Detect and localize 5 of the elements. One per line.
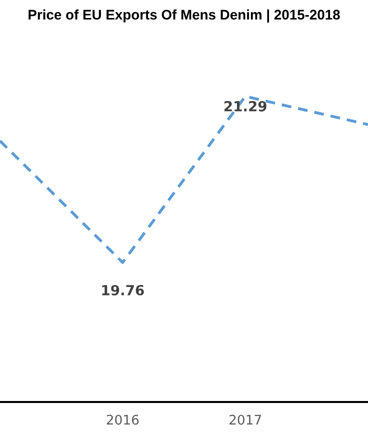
data-label: 21.29 <box>224 100 266 112</box>
data-label: 19.76 <box>102 284 144 296</box>
x-tick-label: 2017 <box>230 414 261 425</box>
chart-title: Price of EU Exports Of Mens Denim | 2015-2018 <box>28 9 340 23</box>
x-tick-label: 2016 <box>106 414 139 425</box>
